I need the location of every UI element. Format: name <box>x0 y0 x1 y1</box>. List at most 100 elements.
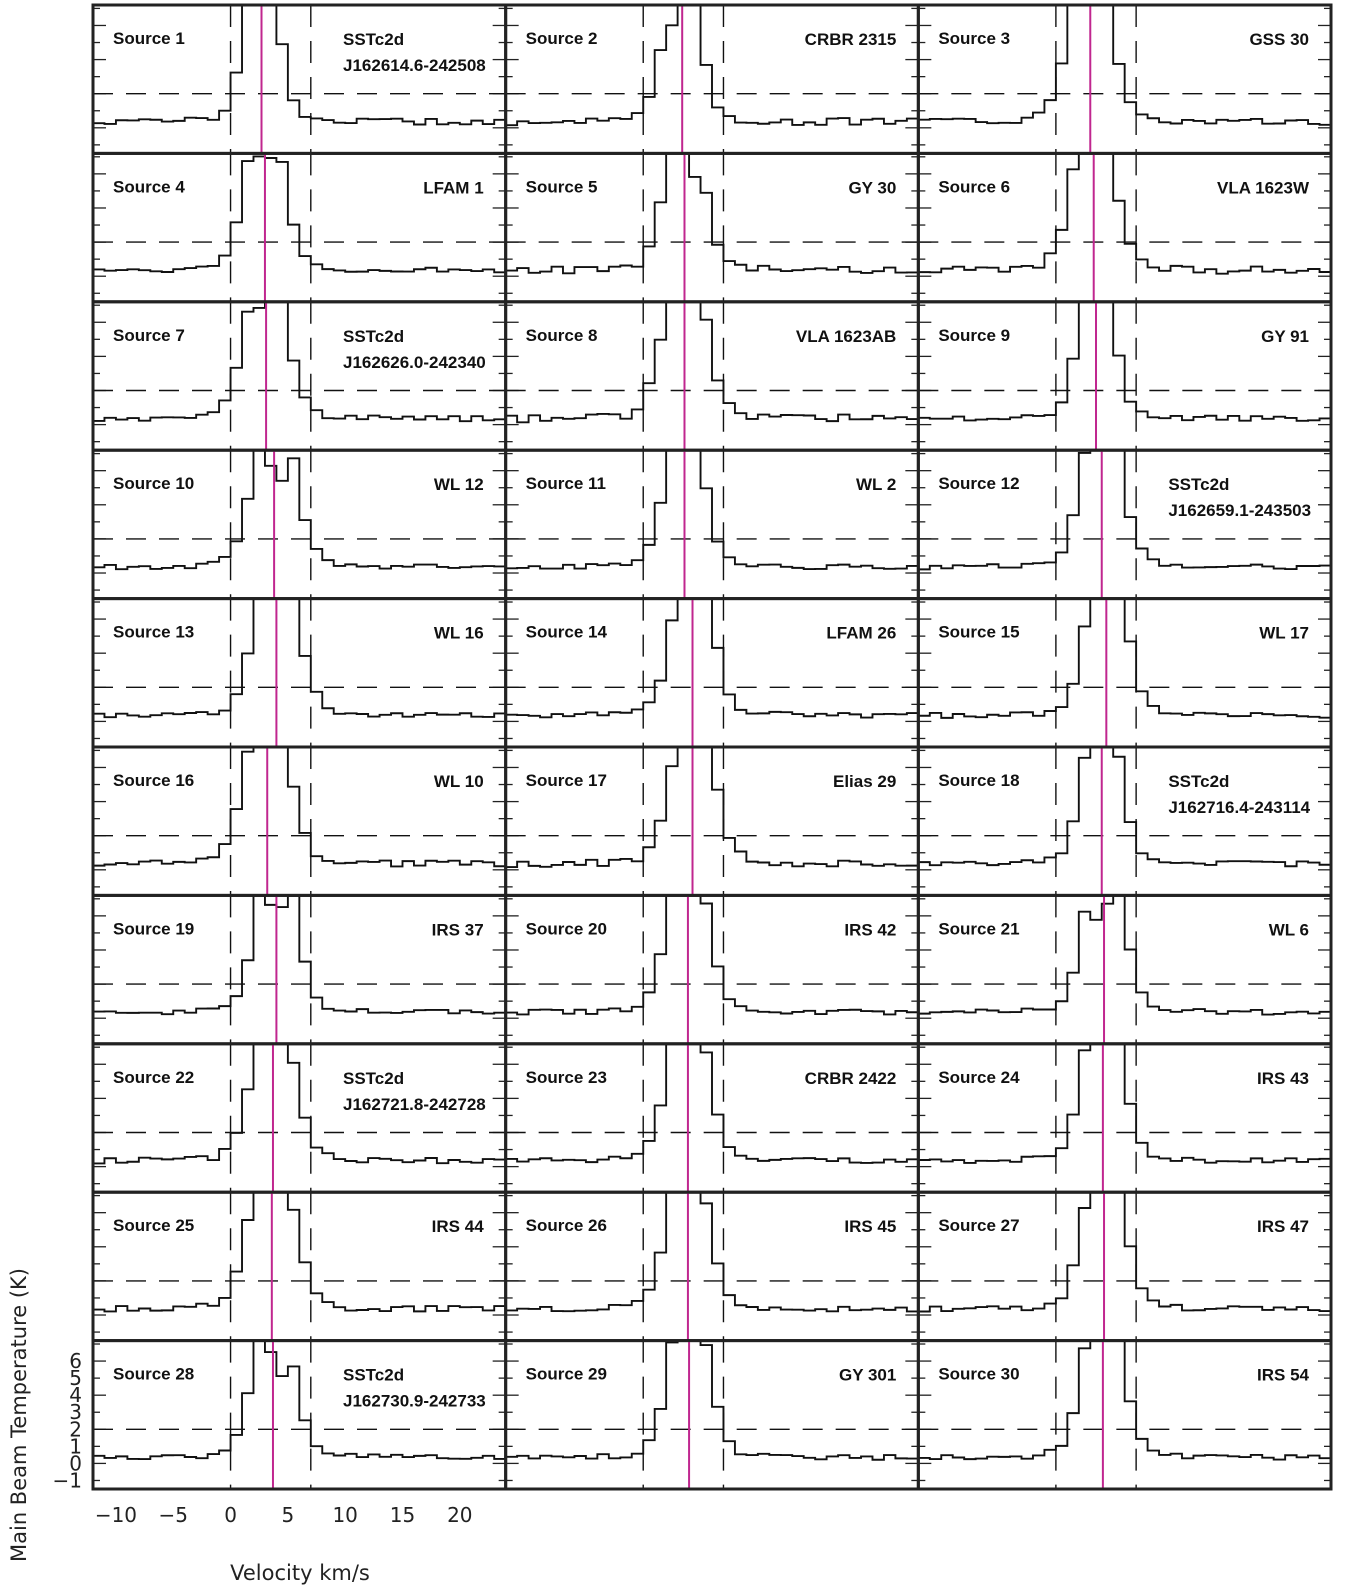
spectrum-line <box>505 598 919 719</box>
spectrum-line <box>918 747 1331 868</box>
panel-source-label: Source 7 <box>113 326 185 345</box>
panel-source-label: Source 18 <box>938 771 1019 790</box>
x-tick-label: 0 <box>224 1503 237 1527</box>
x-tick-label: 5 <box>282 1503 295 1527</box>
dashed-guides <box>93 5 506 154</box>
panel-object-name: WL 2 <box>856 475 896 494</box>
panel-source-label: Source 30 <box>938 1365 1019 1384</box>
panel-source-7: Source 7 SSTc2d J162626.0-242340 <box>91 300 508 452</box>
panel-object-name: SSTc2d <box>1168 772 1229 791</box>
y-tick-label: −1 <box>53 1468 82 1492</box>
panel-source-label: Source 10 <box>113 474 194 493</box>
y-tick-label: 4 <box>69 1383 82 1407</box>
panel-source-18: Source 18 SSTc2d J162716.4-243114 <box>916 745 1333 897</box>
spectrum-line <box>93 747 506 868</box>
panel-object-name: GY 30 <box>848 178 896 197</box>
panel-source-17: Source 17 Elias 29 <box>504 745 920 897</box>
panel-source-22: Source 22 SSTc2d J162721.8-242728 <box>91 1042 508 1194</box>
panel-source-label: Source 29 <box>526 1365 607 1384</box>
y-axis-title: Main Beam Temperature (K) <box>7 1268 31 1562</box>
panel-object-name: SSTc2d <box>343 30 404 49</box>
x-axis-title: Velocity km/s <box>230 1561 370 1585</box>
panel-ticks <box>505 898 919 1036</box>
panel-source-20: Source 20 IRS 42 <box>504 893 920 1046</box>
panel-object-name: GY 91 <box>1261 327 1309 346</box>
panel-source-21: Source 21 WL 6 <box>916 893 1333 1046</box>
panel-source-2: Source 2 CRBR 2315 <box>504 3 920 155</box>
x-tick-label: 10 <box>332 1503 357 1527</box>
panel-source-19: Source 19 IRS 37 <box>91 893 508 1046</box>
spectrum-line <box>93 1340 506 1461</box>
spectrum-line <box>918 450 1331 571</box>
spectrum-line <box>918 1340 1331 1461</box>
panel-source-label: Source 5 <box>526 177 598 196</box>
panel-source-label: Source 1 <box>113 29 185 48</box>
panel-object-name: SSTc2d <box>343 327 404 346</box>
panel-source-label: Source 6 <box>938 177 1010 196</box>
panel-source-label: Source 21 <box>938 919 1019 938</box>
panel-source-30: Source 30 IRS 54 <box>916 1339 1333 1491</box>
y-tick-label: 0 <box>69 1451 82 1475</box>
x-tick-label: −10 <box>95 1503 137 1527</box>
panel-object-name: IRS 43 <box>1257 1069 1309 1088</box>
panel-object-name: WL 12 <box>434 475 484 494</box>
spectrum-line <box>918 895 1331 1016</box>
panel-object-name: LFAM 26 <box>826 624 896 643</box>
panel-source-15: Source 15 WL 17 <box>916 597 1333 749</box>
panel-object-name: Elias 29 <box>833 772 896 791</box>
panel-object-name: IRS 37 <box>432 920 484 939</box>
spectrum-line <box>505 450 919 570</box>
dashed-guides <box>93 1340 506 1489</box>
panel-source-label: Source 15 <box>938 623 1019 642</box>
panel-object-name: IRS 45 <box>844 1217 896 1236</box>
spectrum-line <box>918 598 1331 719</box>
spectrum-line <box>505 153 919 275</box>
panel-source-16: Source 16 WL 10 <box>91 745 508 897</box>
panel-ticks <box>505 749 919 888</box>
panel-source-10: Source 10 WL 12 <box>91 448 508 601</box>
panel-frame <box>916 1339 1333 1491</box>
spectrum-line <box>93 895 506 1016</box>
panel-object-name: SSTc2d <box>1168 475 1229 494</box>
panel-source-label: Source 14 <box>526 623 608 642</box>
spectrum-line <box>93 155 506 274</box>
panel-source-label: Source 24 <box>938 1068 1020 1087</box>
dashed-guides <box>505 301 919 451</box>
panel-object-name: WL 6 <box>1269 920 1309 939</box>
spectrum-line <box>918 153 1331 275</box>
panel-source-26: Source 26 IRS 45 <box>504 1190 920 1343</box>
spectrum-line <box>93 301 506 423</box>
panel-source-14: Source 14 LFAM 26 <box>504 597 920 749</box>
panel-source-label: Source 22 <box>113 1068 194 1087</box>
panel-source-label: Source 26 <box>526 1216 607 1235</box>
panel-object-name: GY 301 <box>839 1366 896 1385</box>
panel-object-name: J162730.9-242733 <box>343 1392 486 1411</box>
panel-source-24: Source 24 IRS 43 <box>916 1042 1333 1194</box>
panel-source-25: Source 25 IRS 44 <box>91 1190 508 1343</box>
spectrum-line <box>93 450 506 571</box>
panel-source-label: Source 19 <box>113 919 194 938</box>
panel-source-label: Source 3 <box>938 29 1010 48</box>
y-tick-label: 2 <box>69 1417 82 1441</box>
panel-source-13: Source 13 WL 16 <box>91 597 508 749</box>
panel-source-3: Source 3 GSS 30 <box>916 3 1333 155</box>
panel-source-4: Source 4 LFAM 1 <box>91 151 508 304</box>
panel-object-name: J162721.8-242728 <box>343 1095 486 1114</box>
panel-object-name: WL 16 <box>434 624 484 643</box>
panel-source-28: Source 28 SSTc2d J162730.9-242733 <box>91 1339 508 1491</box>
panel-object-name: J162614.6-242508 <box>343 56 486 75</box>
panel-object-name: IRS 54 <box>1257 1366 1310 1385</box>
spectrum-line <box>93 598 506 719</box>
y-tick-label: 3 <box>69 1400 82 1424</box>
spectrum-line <box>505 1043 919 1164</box>
y-tick-label: 1 <box>69 1434 82 1458</box>
panel-object-name: SSTc2d <box>343 1069 404 1088</box>
panel-object-name: J162659.1-243503 <box>1168 501 1311 520</box>
panel-object-name: WL 10 <box>434 772 484 791</box>
panel-object-name: IRS 44 <box>432 1217 485 1236</box>
panel-source-8: Source 8 VLA 1623AB <box>504 300 920 452</box>
panel-object-name: J162626.0-242340 <box>343 353 486 372</box>
panel-frame <box>91 3 508 155</box>
panel-source-label: Source 16 <box>113 771 194 790</box>
x-tick-label: 20 <box>447 1503 472 1527</box>
